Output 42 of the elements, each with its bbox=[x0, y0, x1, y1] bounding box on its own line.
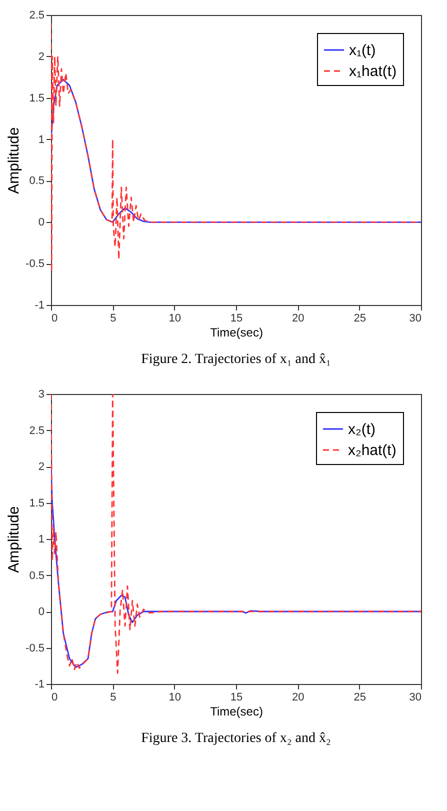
x-tick-label: 25 bbox=[354, 312, 366, 324]
y-tick-label: 0.5 bbox=[29, 175, 44, 188]
y-tick-label: -1 bbox=[34, 678, 44, 690]
x-axis-title: Time(sec) bbox=[210, 326, 263, 340]
x-tick-label: 20 bbox=[292, 312, 304, 324]
y-axis-title: Amplitude bbox=[6, 506, 23, 573]
y-tick-label: 2.5 bbox=[29, 424, 44, 437]
caption: Figure 2. Trajectories of x₁ and x̂₁ bbox=[141, 352, 331, 367]
x-tick-label: 5 bbox=[110, 312, 116, 324]
legend-label: x₁(t) bbox=[349, 42, 376, 59]
x-tick-label: 0 bbox=[52, 312, 58, 324]
x-tick-label: 5 bbox=[110, 692, 116, 704]
x-tick-label: 30 bbox=[409, 312, 422, 324]
y-tick-label: 1.5 bbox=[29, 497, 44, 510]
x-tick-label: 30 bbox=[409, 692, 422, 704]
y-tick-label: -1 bbox=[34, 300, 44, 312]
y-tick-label: 1 bbox=[38, 534, 44, 546]
y-tick-label: 2.5 bbox=[29, 10, 44, 22]
y-tick-label: -0.5 bbox=[26, 642, 44, 654]
legend-label: x₁hat(t) bbox=[349, 63, 397, 80]
y-tick-label: 1.5 bbox=[29, 92, 44, 104]
legend-label: x₂(t) bbox=[348, 421, 376, 438]
x-tick-label: 25 bbox=[354, 692, 366, 704]
caption: Figure 3. Trajectories of x₂ and x̂₂ bbox=[141, 731, 332, 746]
y-tick-label: 2 bbox=[38, 461, 44, 473]
x-axis-title: Time(sec) bbox=[210, 704, 263, 718]
y-tick-label: 0 bbox=[38, 606, 44, 618]
x-tick-label: 10 bbox=[168, 692, 181, 704]
y-tick-label: 0 bbox=[38, 216, 44, 229]
x-tick-label: 15 bbox=[230, 692, 243, 704]
legend-label: x₂hat(t) bbox=[348, 442, 396, 459]
line-series bbox=[51, 394, 421, 674]
x-tick-label: 0 bbox=[52, 692, 58, 704]
x-tick-label: 10 bbox=[168, 312, 181, 324]
y-tick-label: -0.5 bbox=[26, 258, 44, 270]
x-tick-label: 15 bbox=[230, 312, 243, 324]
y-tick-label: 0.5 bbox=[29, 570, 44, 582]
y-tick-label: 3 bbox=[38, 388, 44, 400]
y-tick-label: 2 bbox=[38, 50, 44, 63]
y-axis-title: Amplitude bbox=[6, 127, 23, 194]
y-tick-label: 1 bbox=[38, 134, 44, 146]
x-tick-label: 20 bbox=[292, 692, 304, 704]
